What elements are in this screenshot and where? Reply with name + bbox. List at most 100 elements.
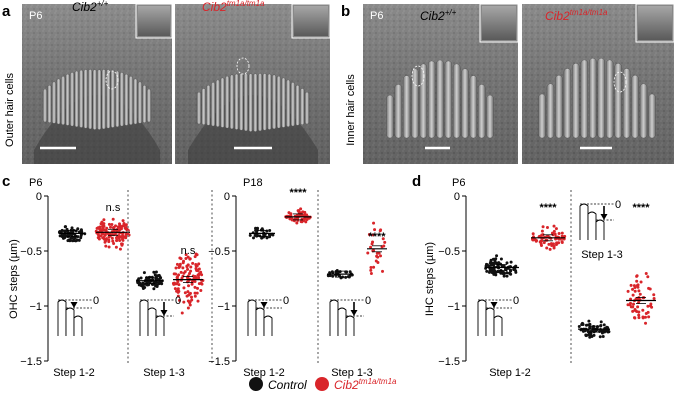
data-point	[193, 255, 197, 259]
data-point	[369, 266, 373, 270]
data-point	[637, 313, 641, 317]
chart-ohc: 0 −0.5 −1 −1.5 n.s n.s **** **** 0 −0.5 −1 −1.5 0 0 0 0…	[20, 187, 387, 379]
stereocilium	[220, 77, 225, 128]
data-point	[375, 254, 379, 258]
data-point	[58, 234, 62, 238]
data-point	[107, 245, 111, 249]
data-point	[185, 264, 189, 268]
data-point	[302, 213, 306, 217]
data-point	[96, 233, 100, 237]
data-point	[591, 325, 595, 329]
data-point	[268, 233, 272, 237]
age-label-a: P6	[29, 10, 42, 22]
data-point	[112, 233, 116, 237]
data-point	[139, 276, 143, 280]
x-category-label: Step 1-2	[489, 367, 531, 379]
data-point	[629, 283, 633, 287]
data-point	[487, 270, 491, 274]
data-point	[195, 264, 199, 268]
stereocilium	[386, 94, 394, 139]
legend-marker-mutant	[315, 377, 329, 391]
data-point	[548, 247, 552, 251]
data-point	[152, 270, 156, 274]
data-point	[268, 228, 272, 232]
legend-label-control: Control	[268, 378, 307, 392]
data-point	[103, 233, 107, 237]
stereocilium-schematic	[595, 219, 605, 240]
data-point	[199, 288, 203, 292]
data-point	[188, 303, 192, 307]
data-point	[631, 287, 635, 291]
data-point	[118, 247, 122, 251]
genotype-wt-a: Cib2+/+	[72, 0, 109, 14]
data-point	[150, 275, 154, 279]
significance-label: ****	[632, 202, 650, 214]
data-point	[197, 282, 201, 286]
data-point	[373, 228, 377, 232]
data-point	[305, 218, 309, 222]
chart-ihc: 0 −0.5 −1 −1.5 **** **** 0 0 Step 1-2 Step 1-3	[438, 190, 656, 379]
data-point	[369, 245, 373, 249]
inset-marker	[236, 57, 250, 75]
stereocilium	[225, 75, 230, 129]
data-point	[635, 274, 639, 278]
stereocilium	[97, 69, 102, 130]
stereocilium	[614, 63, 622, 139]
data-point	[489, 267, 493, 271]
data-point	[366, 251, 370, 255]
stereocilium	[478, 84, 486, 139]
data-point	[67, 233, 71, 237]
data-point	[77, 238, 81, 242]
data-point	[599, 320, 603, 324]
stereocilium	[555, 75, 563, 139]
data-point	[557, 231, 561, 235]
stereocilium	[239, 73, 244, 131]
legend-marker-control	[249, 377, 263, 391]
stereocilium-schematic	[477, 299, 487, 336]
data-point	[118, 225, 122, 229]
arrow-head	[160, 310, 168, 316]
data-point	[157, 280, 161, 284]
data-point	[560, 231, 564, 235]
stereocilium-schematic	[587, 211, 597, 240]
y-tick-label: −1	[29, 301, 42, 313]
data-point	[371, 240, 375, 244]
stereocilium	[411, 68, 419, 139]
stereocilium	[243, 73, 249, 132]
data-point	[629, 297, 633, 301]
inset-marker	[105, 70, 119, 90]
data-point	[369, 271, 373, 275]
data-point	[647, 286, 651, 290]
data-point	[489, 260, 493, 264]
data-point	[152, 287, 156, 291]
y-tick-label: −0.5	[20, 246, 42, 258]
data-point	[155, 277, 159, 281]
arrow-head	[70, 302, 78, 308]
data-point	[643, 315, 647, 319]
inset-zero-label: 0	[175, 295, 181, 307]
data-point	[556, 241, 560, 245]
data-point	[372, 221, 376, 225]
inset-marker	[411, 65, 425, 87]
data-point	[626, 303, 630, 307]
data-point	[540, 233, 544, 237]
data-point	[505, 271, 509, 275]
data-point	[176, 294, 180, 298]
stereocilium	[597, 58, 605, 139]
data-point	[501, 270, 505, 274]
data-point	[598, 335, 602, 339]
significance-label: n.s	[181, 245, 196, 257]
data-point	[635, 284, 639, 288]
data-point	[196, 269, 200, 273]
data-point	[560, 240, 564, 244]
data-point	[110, 222, 114, 226]
stereocilium	[639, 83, 648, 139]
data-point	[120, 243, 124, 247]
data-point	[186, 306, 190, 310]
y-tick-label: −1.5	[20, 356, 42, 368]
data-point	[107, 240, 111, 244]
data-point	[545, 238, 549, 242]
data-point	[600, 331, 604, 335]
data-point	[588, 335, 592, 339]
data-point	[173, 287, 177, 291]
